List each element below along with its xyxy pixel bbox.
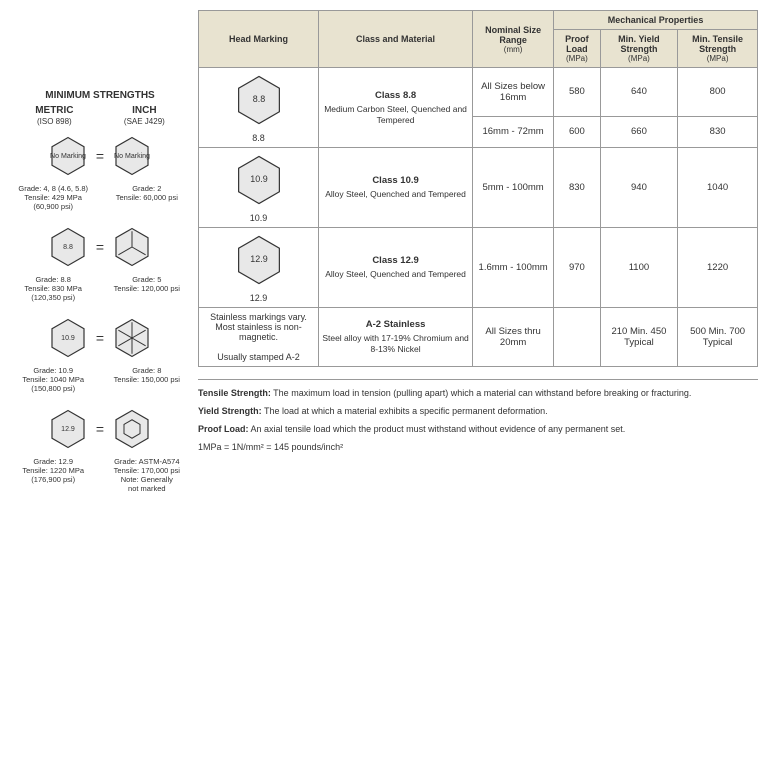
left-strength-column: MINIMUM STRENGTHS METRIC(ISO 898) INCH(S… [10,10,190,507]
equals-sign: = [96,148,104,164]
hexagon-icon: 8.8 [46,225,90,269]
equals-sign: = [96,330,104,346]
svg-text:No Marking: No Marking [50,153,86,160]
svg-text:8.8: 8.8 [63,244,73,251]
strength-labels: Grade: 8.8 Tensile: 830 MPa (120,350 psi… [10,275,190,302]
hexagon-icon: No Marking [110,134,154,178]
head-marking-cell: 8.88.8 [199,68,319,148]
yield-cell: 940 [600,148,678,228]
th-size-range: Nominal Size Range(mm) [473,11,554,68]
hexagon-icon [110,316,154,360]
th-head-marking: Head Marking [199,11,319,68]
inch-header: INCH(SAE J429) [124,105,165,126]
strength-labels: Grade: 4, 8 (4.6, 5.8) Tensile: 429 MPa … [10,184,190,211]
strength-table: Head Marking Class and Material Nominal … [198,10,758,367]
equals-sign: = [96,239,104,255]
table-row: 8.88.8Class 8.8Medium Carbon Steel, Quen… [199,68,758,117]
hexagon-icon: 12.9 [46,407,90,451]
proof-cell: 580 [554,68,601,117]
th-class-material: Class and Material [319,11,473,68]
strength-labels: Grade: 12.9 Tensile: 1220 MPa (176,900 p… [10,457,190,493]
strength-row: No Marking = No Marking [10,134,190,178]
hexagon-icon: No Marking [46,134,90,178]
yield-cell: 1100 [600,228,678,308]
class-material-cell: Class 12.9Alloy Steel, Quenched and Temp… [319,228,473,308]
strength-row: 10.9 = [10,316,190,360]
proof-cell: 970 [554,228,601,308]
tensile-cell: 1040 [678,148,758,228]
table-row: 10.910.9Class 10.9Alloy Steel, Quenched … [199,148,758,228]
yield-cell: 640 [600,68,678,117]
svg-text:No Marking: No Marking [114,153,150,160]
tensile-cell: 830 [678,116,758,147]
strength-row: 12.9 = [10,407,190,451]
th-tensile: Min. Tensile Strength(MPa) [678,30,758,68]
yield-cell: 210 Min. 450 Typical [600,308,678,367]
tensile-cell: 800 [678,68,758,117]
table-row: Stainless markings vary. Most stainless … [199,308,758,367]
svg-text:10.9: 10.9 [61,335,75,342]
metric-header: METRIC(ISO 898) [35,105,73,126]
proof-cell [554,308,601,367]
size-cell: All Sizes thru 20mm [473,308,554,367]
svg-text:12.9: 12.9 [250,254,267,264]
size-cell: All Sizes below 16mm [473,68,554,117]
tensile-cell: 1220 [678,228,758,308]
svg-text:10.9: 10.9 [250,174,267,184]
left-title: MINIMUM STRENGTHS [10,90,190,101]
proof-cell: 600 [554,116,601,147]
tensile-cell: 500 Min. 700 Typical [678,308,758,367]
yield-cell: 660 [600,116,678,147]
th-mech-props: Mechanical Properties [554,11,758,30]
table-row: 12.912.9Class 12.9Alloy Steel, Quenched … [199,228,758,308]
size-cell: 1.6mm - 100mm [473,228,554,308]
class-material-cell: Class 8.8Medium Carbon Steel, Quenched a… [319,68,473,148]
svg-text:8.8: 8.8 [252,94,264,104]
strength-row: 8.8 = [10,225,190,269]
hexagon-icon [110,407,154,451]
head-marking-cell: Stainless markings vary. Most stainless … [199,308,319,367]
size-cell: 16mm - 72mm [473,116,554,147]
th-proof: Proof Load(MPa) [554,30,601,68]
class-material-cell: A-2 StainlessSteel alloy with 17-19% Chr… [319,308,473,367]
th-yield: Min. Yield Strength(MPa) [600,30,678,68]
class-material-cell: Class 10.9Alloy Steel, Quenched and Temp… [319,148,473,228]
proof-cell: 830 [554,148,601,228]
svg-text:12.9: 12.9 [61,426,75,433]
strength-labels: Grade: 10.9 Tensile: 1040 MPa (150,800 p… [10,366,190,393]
hexagon-icon [110,225,154,269]
equals-sign: = [96,421,104,437]
head-marking-cell: 12.912.9 [199,228,319,308]
definitions: Tensile Strength: The maximum load in te… [198,379,758,452]
size-cell: 5mm - 100mm [473,148,554,228]
hexagon-icon: 10.9 [46,316,90,360]
head-marking-cell: 10.910.9 [199,148,319,228]
